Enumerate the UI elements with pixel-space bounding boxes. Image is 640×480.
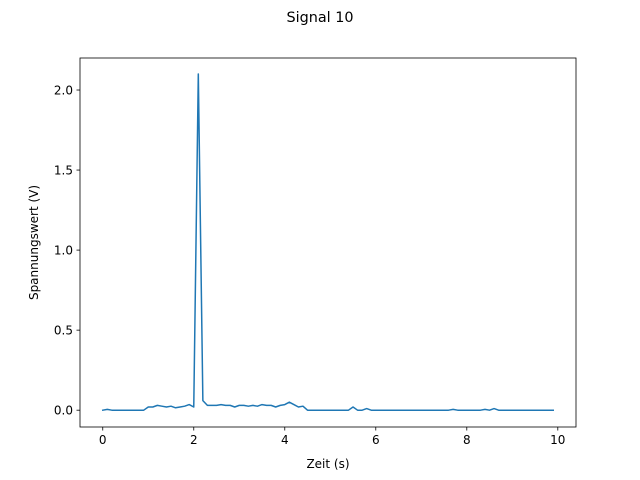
x-tick-label: 2 [190, 433, 198, 447]
x-tick-label: 10 [550, 433, 565, 447]
x-tick-label: 6 [372, 433, 380, 447]
x-tick-label: 0 [99, 433, 107, 447]
x-tick-label: 4 [281, 433, 289, 447]
x-tick-label: 8 [463, 433, 471, 447]
plot-area [101, 73, 554, 412]
y-axis-ticks: 0.0 0.5 1.0 1.5 2.0 [54, 83, 80, 417]
x-axis-label: Zeit (s) [306, 457, 349, 471]
y-tick-label: 1.5 [54, 163, 73, 177]
axes-frame [79, 57, 577, 428]
x-axis-ticks: 0 2 4 6 8 10 [99, 427, 565, 447]
y-tick-label: 0.0 [54, 403, 73, 417]
chart-title: Signal 10 [286, 10, 353, 26]
y-tick-label: 2.0 [54, 83, 73, 97]
y-axis-label: Spannungswert (V) [27, 185, 41, 300]
y-tick-label: 0.5 [54, 323, 73, 337]
series-line-0 [101, 73, 554, 412]
y-tick-label: 1.0 [54, 243, 73, 257]
